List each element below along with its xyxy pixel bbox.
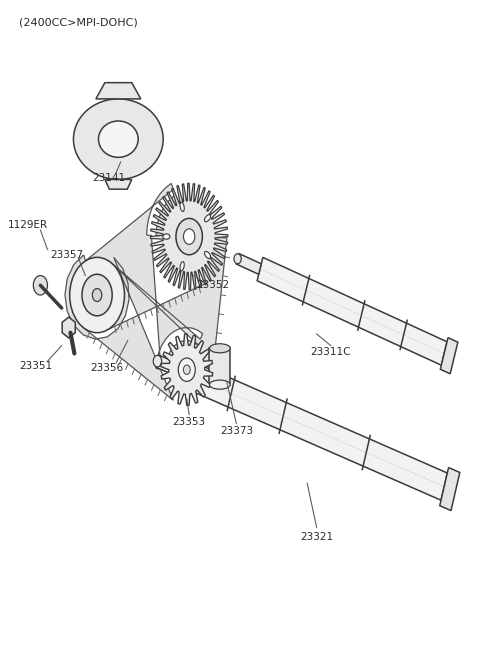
- Text: 23356: 23356: [90, 364, 123, 373]
- Polygon shape: [440, 338, 458, 374]
- Text: 23373: 23373: [220, 426, 253, 436]
- Polygon shape: [257, 257, 447, 365]
- Text: 23357: 23357: [50, 250, 83, 260]
- Polygon shape: [62, 317, 75, 338]
- Circle shape: [176, 218, 203, 255]
- Text: 23141: 23141: [92, 173, 125, 183]
- Text: 23311C: 23311C: [311, 347, 351, 357]
- Polygon shape: [65, 183, 227, 400]
- Text: 23321: 23321: [300, 532, 333, 542]
- Polygon shape: [440, 468, 460, 511]
- Bar: [209, 348, 230, 384]
- Circle shape: [183, 365, 190, 375]
- Polygon shape: [105, 179, 132, 189]
- Circle shape: [70, 257, 124, 333]
- Text: (2400CC>MPI-DOHC): (2400CC>MPI-DOHC): [19, 17, 138, 27]
- Ellipse shape: [204, 215, 211, 222]
- Ellipse shape: [204, 252, 211, 259]
- Ellipse shape: [73, 99, 163, 179]
- Circle shape: [92, 289, 102, 301]
- Ellipse shape: [180, 261, 184, 271]
- Circle shape: [33, 276, 48, 295]
- Ellipse shape: [209, 344, 230, 353]
- Circle shape: [183, 229, 195, 244]
- Ellipse shape: [180, 202, 184, 212]
- Circle shape: [234, 253, 241, 264]
- Polygon shape: [156, 355, 186, 379]
- Polygon shape: [236, 253, 261, 274]
- Ellipse shape: [98, 121, 138, 157]
- Polygon shape: [96, 83, 141, 99]
- Polygon shape: [181, 360, 447, 500]
- Text: 23352: 23352: [196, 280, 229, 290]
- Text: 23353: 23353: [173, 417, 206, 426]
- Polygon shape: [150, 183, 228, 290]
- Text: 1129ER: 1129ER: [8, 220, 48, 230]
- Text: 23351: 23351: [19, 362, 52, 371]
- Circle shape: [153, 356, 162, 367]
- Circle shape: [178, 358, 195, 381]
- Ellipse shape: [209, 380, 230, 389]
- Ellipse shape: [163, 234, 170, 239]
- Polygon shape: [161, 334, 213, 405]
- Circle shape: [82, 274, 112, 316]
